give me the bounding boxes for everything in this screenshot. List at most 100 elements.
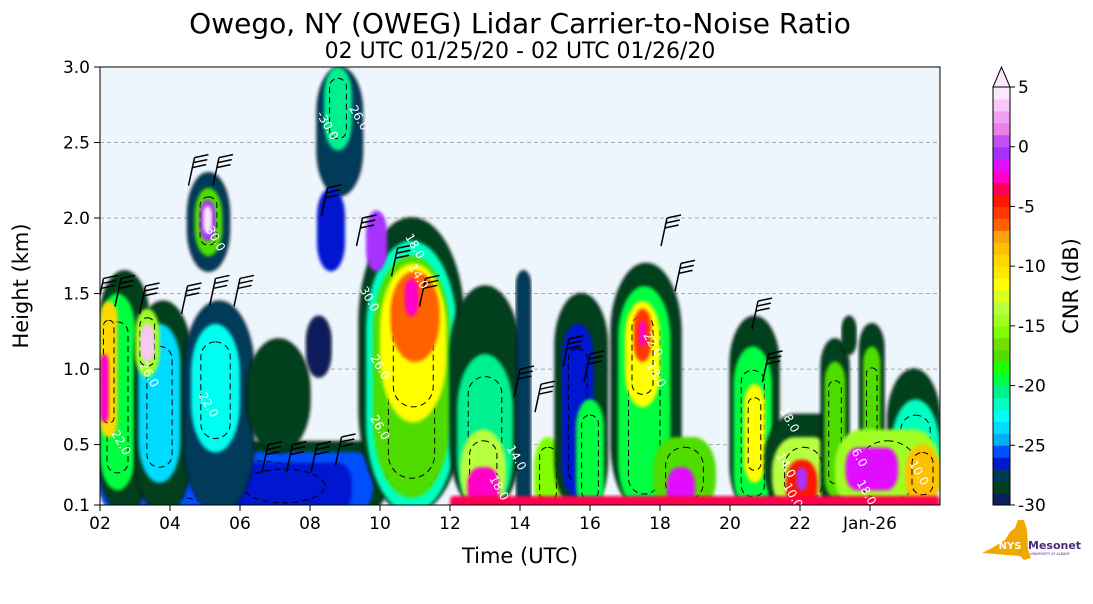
wind-barb-flag [394, 254, 410, 259]
cnr-region [744, 384, 765, 483]
wind-barb-flag [238, 279, 253, 285]
x-tick-label: Jan-26 [842, 514, 897, 534]
y-tick-label: 2.0 [63, 209, 90, 229]
x-axis-label: Time (UTC) [461, 544, 578, 568]
wind-barb-flag [397, 244, 412, 249]
chart-subtitle: 02 UTC 01/25/20 - 02 UTC 01/26/20 [325, 39, 716, 64]
colorbar-tick-label: -10 [1018, 257, 1046, 277]
x-tick-label: 16 [579, 514, 601, 534]
wind-barb-flag [680, 259, 696, 265]
wind-barb-flag [120, 274, 136, 280]
colorbar-swatch [993, 87, 1010, 100]
contour-line [199, 196, 218, 246]
wind-barb-flag [666, 214, 682, 219]
cnr-region [576, 399, 604, 505]
colorbar-extend-arrow [992, 65, 1011, 88]
wind-barb-flag [538, 390, 553, 395]
y-axis: 0.1 0.5 1.0 1.5 2.0 2.5 3.0 [63, 58, 100, 516]
colorbar-swatch [993, 337, 1010, 351]
wind-barb-flag [291, 445, 306, 451]
wind-barb-flag [119, 279, 134, 285]
wind-barb-flag [422, 284, 438, 290]
cnr-region [305, 315, 332, 378]
contour-line [828, 380, 842, 484]
wind-barb-flag [341, 433, 356, 438]
nys-mesonet-logo: NYS Mesonet UNIVERSITY AT ALBANY [982, 520, 1081, 560]
svg-text:NYS: NYS [999, 541, 1022, 552]
y-tick-label: 3.0 [63, 58, 90, 78]
cnr-region [390, 270, 440, 362]
colorbar-tick-label: 5 [1018, 78, 1029, 98]
x-tick-label: 18 [649, 514, 671, 534]
colorbar-swatch [993, 373, 1010, 387]
contour-line [139, 317, 156, 367]
contour-line [467, 376, 503, 498]
wind-barb-flag [212, 284, 228, 290]
wind-barb-flag [566, 345, 581, 350]
colorbar-swatch [993, 230, 1010, 243]
wind-barb-flag [338, 443, 354, 448]
wind-barb-flag [519, 365, 535, 370]
wind-barb-flag [361, 219, 376, 224]
cnr-region [404, 278, 419, 317]
cnr-region [100, 353, 109, 423]
colorbar-tick-label: 0 [1018, 138, 1029, 158]
cnr-region [191, 323, 240, 453]
cnr-region [639, 320, 646, 347]
colorbar-swatch [993, 397, 1010, 410]
wind-barb-flag [265, 450, 280, 456]
cnr-region [467, 467, 499, 505]
wind-barb-flag [237, 284, 252, 290]
cnr-field [100, 67, 940, 505]
wind-barb-flag [187, 282, 202, 287]
wind-barb-flag [214, 279, 229, 285]
contour-line [911, 452, 934, 496]
wind-barb-flag [425, 274, 440, 280]
colorbar-tick-label: -20 [1018, 377, 1046, 397]
contour-line [329, 77, 347, 140]
cnr-region [317, 187, 345, 272]
colorbar: 5 0 -5 -10 -15 -20 -25 -30 [992, 65, 1046, 516]
cnr-region [203, 205, 212, 234]
wind-barb-flag [768, 350, 783, 355]
wind-barb-flag [567, 340, 582, 345]
wind-barb-flag [217, 158, 232, 164]
wind-barb-flag [102, 279, 117, 285]
wind-barb-flag [539, 385, 554, 390]
wind-barb-flag [587, 360, 602, 365]
x-tick-label: 12 [439, 514, 461, 534]
wind-barb-flag [340, 438, 355, 443]
wind-barb-flag [142, 292, 158, 297]
colorbar-tick-label: -30 [1018, 496, 1046, 516]
wind-barb-flag [314, 450, 329, 456]
wind-barb-flag [118, 284, 133, 290]
wind-barb-flag [589, 350, 605, 355]
colorbar-swatch [993, 385, 1010, 399]
colorbar-swatch [993, 218, 1010, 231]
cnr-region [515, 270, 532, 505]
colorbar-swatch [993, 469, 1010, 482]
wind-barb-flag [756, 302, 771, 307]
x-tick-label: 02 [89, 514, 111, 534]
wind-barb-flag [678, 269, 693, 275]
y-tick-label: 0.1 [63, 496, 90, 516]
cnr-region [140, 323, 155, 362]
y-axis-label: Height (km) [9, 223, 33, 348]
wind-barb-flag [239, 274, 255, 280]
wind-barb-flag [215, 274, 230, 280]
wind-barb-flag [396, 249, 411, 254]
wind-barb-flag [665, 219, 680, 224]
colorbar-swatch [993, 134, 1010, 148]
cnr-region [450, 495, 940, 505]
wind-barb-flag [540, 380, 556, 385]
y-tick-label: 0.5 [63, 436, 90, 456]
colorbar-swatch [993, 98, 1010, 112]
colorbar-swatch [993, 254, 1010, 267]
wind-barb-flag [362, 214, 377, 219]
colorbar-swatch [993, 301, 1010, 315]
cnr-region [796, 467, 807, 491]
colorbar-swatch [993, 170, 1010, 184]
wind-barb-flag [518, 370, 533, 375]
wind-barb-flag [103, 274, 118, 280]
colorbar-swatch [993, 481, 1010, 494]
